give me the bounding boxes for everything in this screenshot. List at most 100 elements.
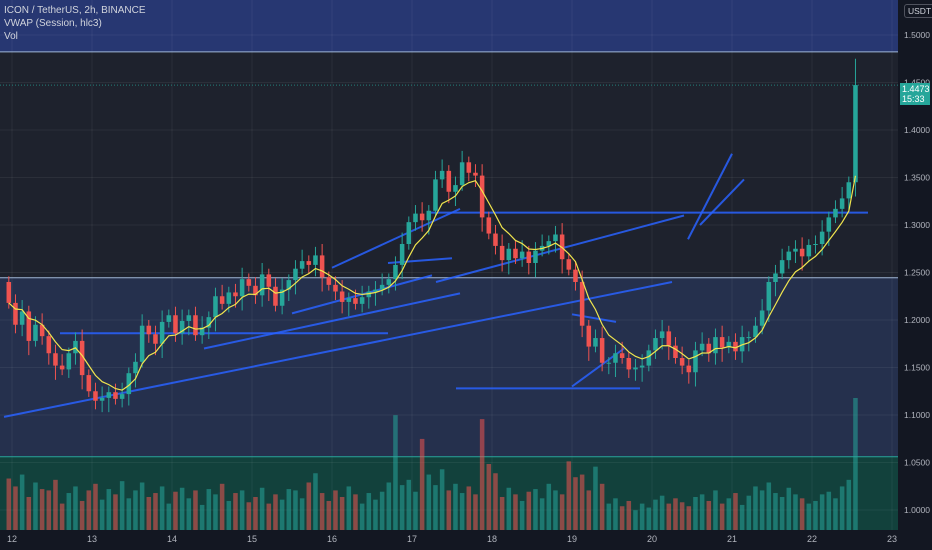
volume-bar <box>713 490 718 530</box>
volume-bar <box>73 486 78 530</box>
volume-bar <box>433 485 438 530</box>
vwap-line <box>8 175 857 391</box>
candle-body <box>426 210 432 221</box>
y-tick-label: 1.0000 <box>904 505 930 515</box>
candle-body <box>833 208 838 218</box>
candle-body <box>719 337 725 348</box>
candle-body <box>293 268 298 281</box>
candle-body <box>839 198 845 209</box>
y-tick-label: 1.0500 <box>904 458 930 468</box>
candle-body <box>419 213 425 221</box>
volume-bar <box>193 490 198 530</box>
candle-body <box>219 296 225 304</box>
volume-bar <box>273 494 278 530</box>
volume-bar <box>113 494 118 530</box>
trendline-4 <box>331 207 461 269</box>
volume-bar <box>286 489 292 530</box>
volume-series <box>6 398 858 530</box>
volume-bar <box>479 419 485 530</box>
volume-bar <box>386 482 392 530</box>
candle-body <box>393 264 398 280</box>
candle-body <box>473 172 478 176</box>
candle-body <box>439 170 445 180</box>
candle-body <box>826 217 832 232</box>
candle-body <box>133 361 138 374</box>
volume-bar <box>506 487 512 530</box>
volume-bar <box>539 498 545 530</box>
candle-body <box>626 358 632 370</box>
volume-bar <box>626 500 632 530</box>
volume-bar <box>66 493 72 530</box>
volume-bar <box>13 486 18 530</box>
candle-body <box>453 185 458 192</box>
volume-bar <box>726 498 732 530</box>
volume-bar <box>466 486 472 530</box>
price-axis[interactable]: 1.5000 1.4500 1.4000 1.3500 1.3000 1.2500 1.20… <box>904 30 930 515</box>
volume-bar <box>253 497 258 530</box>
volume-bar <box>166 503 172 530</box>
time-axis[interactable]: 12 13 14 15 16 17 18 19 20 21 22 23 <box>7 534 897 544</box>
volume-bar <box>446 490 452 530</box>
volume-bar <box>99 499 105 530</box>
volume-bar <box>146 497 152 530</box>
volume-bar <box>826 491 832 530</box>
candle-body <box>853 85 858 183</box>
trendline-2 <box>203 292 461 350</box>
candle-body <box>713 337 718 354</box>
currency-label[interactable]: USDT <box>904 4 932 18</box>
candle-body <box>266 274 272 287</box>
volume-bar <box>513 494 518 530</box>
volume-bar <box>313 473 318 530</box>
candle-body <box>633 367 638 370</box>
volume-bar <box>639 503 645 530</box>
volume-bar <box>233 493 238 530</box>
symbol-title[interactable]: ICON / TetherUS, 2h, BINANCE <box>4 5 146 16</box>
candle-body <box>53 353 58 366</box>
candle-body <box>653 338 658 351</box>
candle-body <box>819 231 825 244</box>
volume-bar <box>293 490 298 530</box>
candle-body <box>39 324 45 337</box>
volume-bar <box>733 493 738 530</box>
candle-body <box>759 310 765 326</box>
candle-body <box>26 311 32 341</box>
trendline-11 <box>687 153 733 240</box>
candle-body <box>199 327 205 336</box>
candle-body <box>59 365 65 370</box>
candle-body <box>619 353 625 358</box>
y-tick-label: 1.1500 <box>904 363 930 373</box>
y-tick-label: 1.2500 <box>904 268 930 278</box>
candle-body <box>466 162 472 173</box>
candle-body <box>399 244 405 265</box>
volume-bar <box>573 477 578 530</box>
volume-bar <box>566 461 572 530</box>
y-tick-label: 1.3500 <box>904 173 930 183</box>
candle-body <box>113 392 118 399</box>
volume-bar <box>399 485 405 530</box>
y-tick-label: 1.1000 <box>904 410 930 420</box>
volume-bar <box>426 474 432 530</box>
volume-bar <box>553 490 558 530</box>
vwap-legend[interactable]: VWAP (Session, hlc3) <box>4 18 102 29</box>
candle-body <box>386 279 392 285</box>
candle-body <box>579 282 585 326</box>
chart-legend: ICON / TetherUS, 2h, BINANCE VWAP (Sessi… <box>4 4 146 43</box>
candle-body <box>33 324 38 341</box>
volume-bar <box>86 490 92 530</box>
volume-bar <box>159 486 165 530</box>
volume-bar <box>373 499 378 530</box>
y-tick-label: 1.5000 <box>904 30 930 40</box>
volume-legend[interactable]: Vol <box>4 31 18 42</box>
volume-bar <box>379 491 385 530</box>
candle-body <box>186 315 192 321</box>
candle-body <box>673 345 678 358</box>
candle-body <box>259 274 265 296</box>
candle-body <box>699 343 705 351</box>
volume-bar <box>473 494 478 530</box>
x-tick-label: 17 <box>407 534 417 544</box>
volume-bar <box>79 500 85 530</box>
volume-bar <box>419 438 425 530</box>
candle-body <box>519 251 525 259</box>
candle-body <box>499 245 505 261</box>
